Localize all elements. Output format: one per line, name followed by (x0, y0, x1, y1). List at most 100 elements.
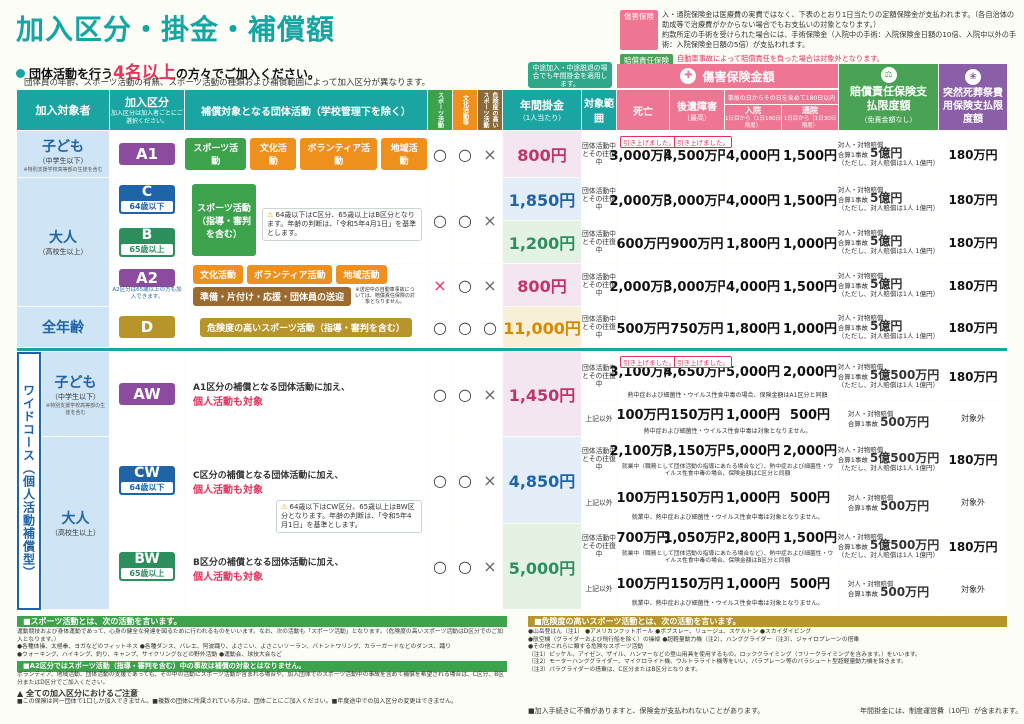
liab-value: 5億円 (870, 319, 903, 333)
injury-icon: ✚ (680, 68, 697, 84)
liab-l3: （ただし、対人賠償は1人 1億円） (837, 551, 940, 559)
hosp-amount: 4,000円 (725, 279, 781, 295)
header-injury-label: 傷害保険金額 (702, 69, 775, 84)
liability-amount: 対人・対物賠償 合算1事故 5億円 （ただし、対人賠償は1人 1億円） (838, 229, 939, 255)
mark-sports: ○ (433, 317, 447, 337)
outp-amount: 1,500円 (782, 148, 838, 164)
liab-value: 5億円 (870, 234, 903, 248)
act-a1: スポーツ活動 文化活動 ボランティア活動 地域活動 (185, 131, 428, 177)
scope-text: 団体活動中とその往復中 (582, 273, 616, 297)
mark-danger: × (483, 557, 497, 576)
cls-a1: A1 (110, 131, 184, 177)
activity-pill: 危険度の高いスポーツ活動（指導・審判を含む） (200, 317, 412, 337)
liab-value: 5億500万円 (869, 451, 940, 465)
liability-amount: 対人・対物賠償 合算1事故 5億500万円 （ただし、対人賠償は1人 1億円） (838, 363, 940, 389)
fee-value: 1,200円 (508, 234, 576, 253)
class-age: 65歳以上 (121, 568, 173, 579)
activity-pill: スポーツ活動 (185, 138, 247, 170)
liability-amount: 対人・対物賠償 合算1事故 500万円 (848, 494, 929, 512)
raise-tag: 引き上げました。 (620, 356, 678, 368)
mark-sports: ○ (433, 144, 447, 164)
row-d-target: 全年齢 (17, 307, 109, 347)
mark-culture: ○ (458, 557, 472, 576)
act-aw: A1区分の補償となる団体活動に加え、 個人活動も対象 (185, 352, 427, 436)
sports-activity-box: スポーツ活動（指導・審判を含む） (192, 184, 256, 256)
raise-tag: 引き上げました。 (674, 136, 732, 148)
outp-amount: 2,000円 (782, 364, 838, 380)
hosp-amount: 1,000円 (725, 490, 781, 506)
mark-culture: ○ (458, 211, 472, 230)
liab-l3: （ただし、対人賠償は1人 1億円） (837, 381, 940, 389)
fee-bubble: 中途加入・中途脱退の場合でも年間掛金を適用します。 (528, 62, 612, 88)
warning-text: 64歳以下はC区分、65歳以上はB区分となります。年齢の判断は、「令和5年4月1… (267, 211, 417, 237)
death-amount: 2,100万円 (609, 443, 677, 459)
lead-emphasis: 4名以上 (113, 63, 176, 83)
hosp-amount: 4,000円 (725, 148, 781, 164)
mark-culture: ○ (458, 317, 472, 337)
hosp-amount: 5,000円 (725, 443, 781, 459)
scope-text: 団体活動中とその往復中 (582, 447, 616, 471)
scope-text: 団体活動中とその往復中 (582, 315, 616, 339)
liab-l1: 対人・対物賠償 (837, 141, 884, 149)
cls-c: C 64歳以下 (110, 178, 184, 220)
class-badge: CW 64歳以下 (119, 465, 175, 495)
liab-l1: 対人・対物賠償 (837, 363, 884, 371)
header-disability-label: 後遺障害 (677, 101, 717, 113)
fee-value: 800円 (517, 146, 567, 165)
funeral-amount: 180万円 (948, 278, 998, 293)
scope-text: 上記以外 (585, 414, 613, 423)
death-amount: 100万円 (616, 577, 670, 592)
header-target: 加入対象者 (17, 90, 109, 130)
fee-value: 1,850円 (508, 191, 576, 210)
class-age: 64歳以下 (121, 481, 173, 493)
liab-l1: 対人・対物賠償 (837, 533, 884, 541)
class-note: A2区分は65歳以上の方も加入できます。 (112, 287, 182, 300)
funeral-excluded: 対象外 (939, 569, 1007, 609)
death-amount: 100万円 (616, 490, 670, 506)
liab-l3: （ただし、対人賠償は1人 1億円） (837, 247, 940, 255)
class-badge: BW 65歳以上 (119, 552, 175, 581)
header-hosp: 入院 1日目から（1日180日限度） (725, 105, 781, 130)
raise-tag: 引き上げました。 (674, 356, 732, 368)
outp-amount: 1,000円 (782, 236, 838, 252)
liab-l1: 対人・対物賠償 (837, 314, 884, 322)
section-divider (17, 348, 1007, 351)
target-sub: （高校生以上） (38, 248, 88, 256)
notes: 傷害保険 入・通院保険金は医療費の実費ではなく、下表のとおり1日当たりの定額保険金… (620, 10, 1020, 72)
header-danger: 危険度の高いスポーツ活動 (478, 90, 502, 130)
caution-heading-text: 全ての加入区分におけるご注意 (25, 689, 138, 698)
class-age: 65歳以上 (121, 243, 173, 255)
death-amount: 700万円 (616, 530, 670, 546)
header-outp: 通院 1日目から（1日30日限度） (782, 105, 838, 130)
scope-text: 団体活動中とその往復中 (582, 187, 616, 211)
class-badge: A2 (119, 269, 175, 287)
lead-pre: 団体活動を行う (29, 67, 114, 81)
hosp-amount: 1,800円 (725, 236, 781, 252)
disability-amount: 3,150万円 (663, 443, 731, 459)
liab-l3: （ただし、対人賠償は1人 1億円） (837, 464, 940, 472)
outp-amount: 1,000円 (782, 321, 838, 337)
disability-amount: 150万円 (670, 490, 724, 506)
act-a2: 文化活動 ボランティア活動 地域活動 準備・片付け・応援・団体員の送迎 ※送迎中の自動… (185, 264, 427, 306)
liab-l1: 対人・対物賠償 (847, 493, 894, 502)
row-adult-target: 大人 （高校生以上） (17, 178, 109, 306)
disability-amount: 3,000万円 (663, 193, 731, 209)
class-code: BW (134, 551, 160, 567)
wide-desc-emph: 個人活動も対象 (193, 485, 263, 496)
scope-text: 上記以外 (585, 585, 613, 593)
liab-icon: ⚖ (880, 67, 897, 83)
cls-b: B 65歳以上 (110, 221, 184, 263)
fee-value: 800円 (517, 277, 567, 296)
hosp-amount: 2,800円 (725, 530, 781, 546)
disability-amount: 4,650万円 (663, 364, 731, 380)
mark-danger: × (483, 144, 497, 164)
mark-culture: ○ (458, 275, 472, 295)
hosp-amount: 1,800円 (725, 321, 781, 337)
funeral-amount: 180万円 (948, 369, 998, 384)
scope-text: 団体活動中とその往復中 (582, 364, 616, 388)
activity-pill: 地域活動 (336, 264, 387, 284)
outp-amount: 500円 (789, 490, 831, 506)
death-amount: 2,000万円 (609, 279, 677, 295)
header-fee-label: 年間掛金 (520, 99, 564, 112)
aw-note1: 熱中症および細菌性・ウイルス性食中毒の場合、保険金額はA1区分と同額 (617, 388, 838, 400)
